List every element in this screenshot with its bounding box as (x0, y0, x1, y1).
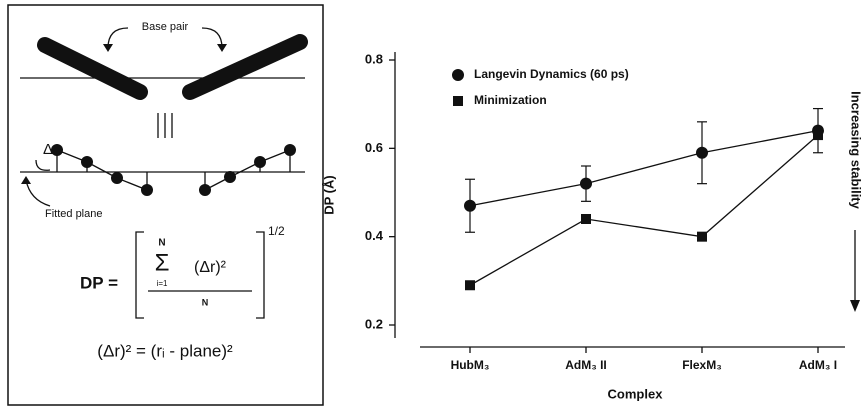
fitted-plane-label: Fitted plane (45, 208, 102, 220)
y-tick-label: 0.6 (365, 140, 383, 155)
marker (465, 280, 475, 291)
series-line (469, 134, 819, 286)
sum-term: (Δr)² (194, 259, 227, 276)
marker (580, 177, 592, 190)
base (182, 34, 308, 100)
diagram-panel: Base pair Δr Fitted plane DP (7, 4, 324, 406)
series-line (469, 130, 819, 207)
definition: (Δr)² = (rᵢ - plane)² (97, 341, 233, 360)
arrow (35, 159, 51, 171)
y-axis-label: DP (Å) (321, 175, 336, 214)
x-tick-label: AdM₃ II (565, 358, 607, 372)
marker (696, 146, 708, 159)
y-tick-label: 0.2 (365, 316, 383, 331)
x-tick-label: FlexM₃ (682, 358, 722, 372)
equivalence-sign (157, 113, 173, 138)
y-tick-label: 0.4 (365, 228, 384, 243)
base-pair-label: Base pair (142, 21, 189, 33)
bracket (135, 231, 144, 319)
stability-arrow-head (850, 300, 860, 312)
marker (697, 231, 707, 242)
sum-sign: Σ (155, 249, 170, 276)
atoms (51, 144, 296, 196)
legend-label: Langevin Dynamics (60 ps) (474, 67, 629, 81)
arrow-head (103, 44, 113, 52)
marker (813, 130, 823, 141)
x-axis-label: Complex (608, 386, 664, 401)
side-label: Increasing stability (849, 91, 864, 210)
arrow-head (217, 44, 227, 52)
formula-lhs: DP = (80, 273, 118, 292)
marker (453, 96, 463, 106)
panel-frame (7, 4, 324, 406)
base (37, 37, 148, 100)
denominator: N (202, 297, 209, 307)
marker (464, 199, 476, 212)
x-tick-label: HubM₃ (451, 358, 490, 372)
exponent: 1/2 (268, 224, 285, 238)
legend-label: Minimization (474, 93, 547, 107)
sum-upper: N (158, 238, 165, 249)
arrow-head (21, 176, 31, 184)
bracket (256, 231, 265, 319)
y-tick-label: 0.8 (365, 51, 383, 66)
marker (452, 69, 464, 81)
marker (581, 214, 591, 224)
sum-lower: i=1 (157, 279, 168, 288)
x-tick-label: AdM₃ I (799, 358, 837, 372)
